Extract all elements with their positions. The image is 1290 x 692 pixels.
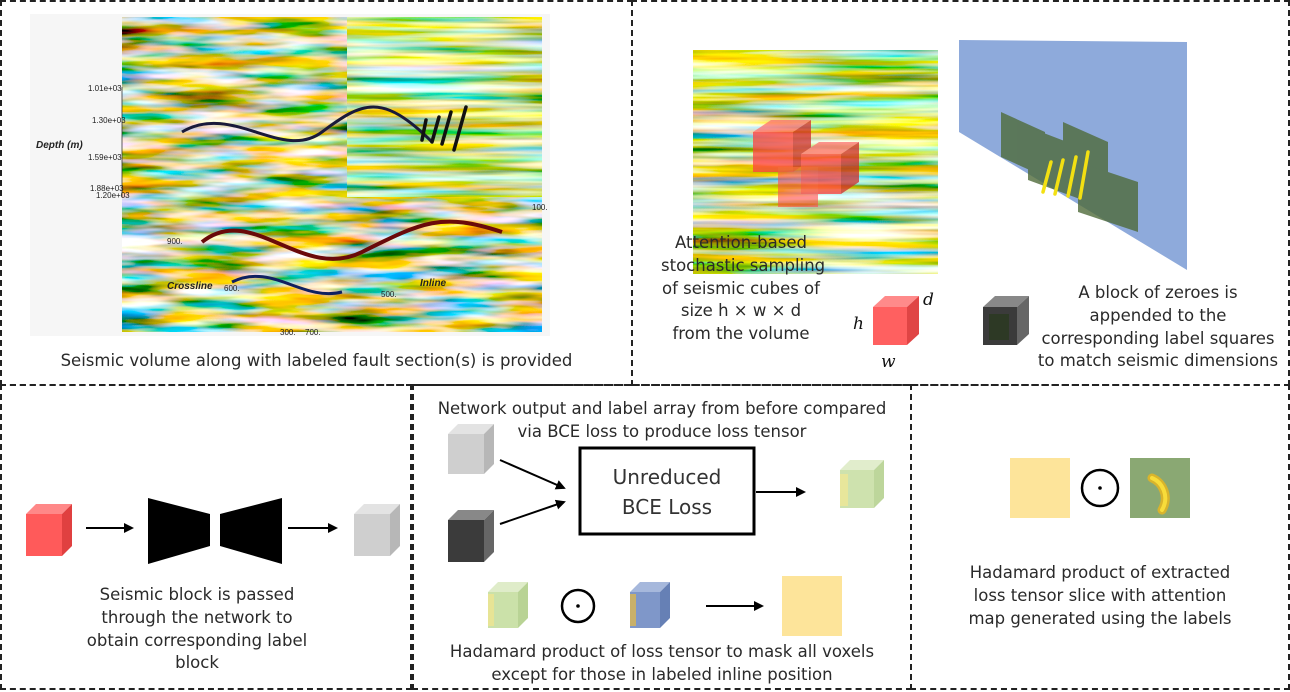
- inline-tick-2: 700.: [305, 328, 321, 337]
- seismic-face-left: [122, 17, 347, 212]
- input-seismic-block: [26, 504, 72, 556]
- network-caption-line4: block: [175, 653, 219, 673]
- panel1-caption: Seismic volume along with labeled fault …: [60, 351, 573, 370]
- zero-block-caption-line2: appended to the: [1089, 305, 1227, 325]
- zero-block-caption-line4: to match seismic dimensions: [1037, 351, 1279, 371]
- depth-tick-1: 1.30e+03: [92, 116, 126, 125]
- hadamard-operator-icon: [560, 588, 596, 624]
- zero-block-caption: A block of zeroes is appended to the cor…: [1028, 282, 1288, 373]
- panel-attention-sampling: h d w Attention-based stochastic samplin…: [631, 0, 1290, 386]
- sampling-caption-line5: from the volume: [672, 324, 810, 344]
- dim-h: h: [853, 314, 864, 334]
- depth-tick-4: 1.20e+03: [96, 191, 130, 200]
- arrow-label-to-loss: [499, 499, 566, 525]
- bce-bottom-caption-line2: except for those in labeled inline posit…: [491, 664, 833, 684]
- bce-top-caption-line1: Network output and label array from befo…: [437, 399, 887, 418]
- crossline-axis-label: Crossline: [167, 281, 213, 292]
- depth-tick-2: 1.59e+03: [88, 153, 122, 162]
- arrow-output-to-loss: [499, 459, 566, 490]
- seismic-cube-icon: [873, 296, 919, 345]
- crossline-tick-2: 300.: [280, 328, 296, 337]
- sampled-cubes: [753, 120, 859, 207]
- depth-axis-label: Depth (m): [36, 140, 83, 151]
- network-output-block: [448, 424, 494, 474]
- sampling-caption-line2: stochastic sampling: [661, 255, 826, 275]
- bce-loss-box: [578, 446, 756, 536]
- network-caption-line1: Seismic block is passed: [99, 585, 295, 604]
- sampling-caption-line1: Attention-based: [675, 233, 807, 252]
- inline-mask-block: [630, 582, 670, 628]
- hadamard-operator-icon-2: [1080, 468, 1120, 508]
- sampling-caption-line3: of seismic cubes of: [662, 278, 820, 298]
- attention-caption-line1: Hadamard product of extracted: [969, 563, 1231, 582]
- loss-tensor-block: [840, 460, 884, 508]
- label-fault-lines: [1041, 150, 1090, 200]
- inline-axis-label: Inline: [420, 278, 447, 289]
- network-caption-line3: obtain corresponding label: [86, 630, 308, 650]
- sampling-caption: Attention-based stochastic sampling of s…: [661, 232, 826, 346]
- attention-figure: [1010, 458, 1190, 518]
- sampling-figure: [693, 40, 1187, 345]
- zero-block-caption-line3: corresponding label squares: [1041, 328, 1275, 348]
- attention-caption-line3: map generated using the labels: [968, 608, 1232, 628]
- masked-slice: [782, 576, 842, 636]
- crossline-tick-0: 900.: [167, 237, 183, 246]
- panel-network: Seismic block is passed through the netw…: [0, 384, 412, 690]
- attention-caption: Hadamard product of extracted loss tenso…: [912, 562, 1288, 630]
- bce-top-caption-line2: via BCE loss to produce loss tensor: [517, 421, 807, 441]
- bce-box-line2: BCE Loss: [622, 495, 712, 519]
- seismic-volume-figure: 1.01e+03 1.30e+03 1.59e+03 1.88e+03 1.20…: [30, 14, 550, 337]
- panel-bce-loss: Unreduced BCE Loss Network o: [412, 384, 912, 690]
- zero-block-icon: [983, 296, 1029, 345]
- sampling-caption-line4: size h × w × d: [680, 301, 802, 321]
- dim-w: w: [881, 352, 896, 372]
- encoder-shape: [148, 498, 210, 564]
- inline-tick-1: 500.: [381, 290, 397, 299]
- zero-block-caption-line1: A block of zeroes is: [1078, 283, 1238, 302]
- network-caption-line2: through the network to: [101, 607, 293, 627]
- panel-attention-hadamard: Hadamard product of extracted loss tenso…: [910, 384, 1290, 690]
- bce-bottom-caption-line1: Hadamard product of loss tensor to mask …: [449, 642, 875, 661]
- panel-seismic-volume: 1.01e+03 1.30e+03 1.59e+03 1.88e+03 1.20…: [0, 0, 633, 386]
- seismic-face-right: [347, 17, 542, 217]
- attention-caption-line2: loss tensor slice with attention: [973, 585, 1227, 605]
- crossline-tick-1: 600.: [224, 284, 240, 293]
- decoder-shape: [220, 498, 282, 564]
- bce-top-caption: Network output and label array from befo…: [414, 398, 910, 444]
- fault-labels: [420, 105, 468, 152]
- bce-figure: Unreduced BCE Loss: [448, 424, 884, 636]
- depth-tick-0: 1.01e+03: [88, 84, 122, 93]
- label-array-block: [448, 510, 494, 562]
- network-caption: Seismic block is passed through the netw…: [2, 584, 392, 675]
- depth-tick-3: 1.88e+03: [90, 184, 124, 193]
- loss-tensor-small: [488, 582, 528, 628]
- network-figure: [26, 498, 400, 564]
- output-label-block: [354, 504, 400, 556]
- loss-slice-square: [1010, 458, 1070, 518]
- dim-d: d: [923, 290, 934, 310]
- inline-tick-0: 100.: [532, 203, 548, 212]
- bce-box-line1: Unreduced: [613, 465, 722, 489]
- bce-bottom-caption: Hadamard product of loss tensor to mask …: [414, 641, 910, 687]
